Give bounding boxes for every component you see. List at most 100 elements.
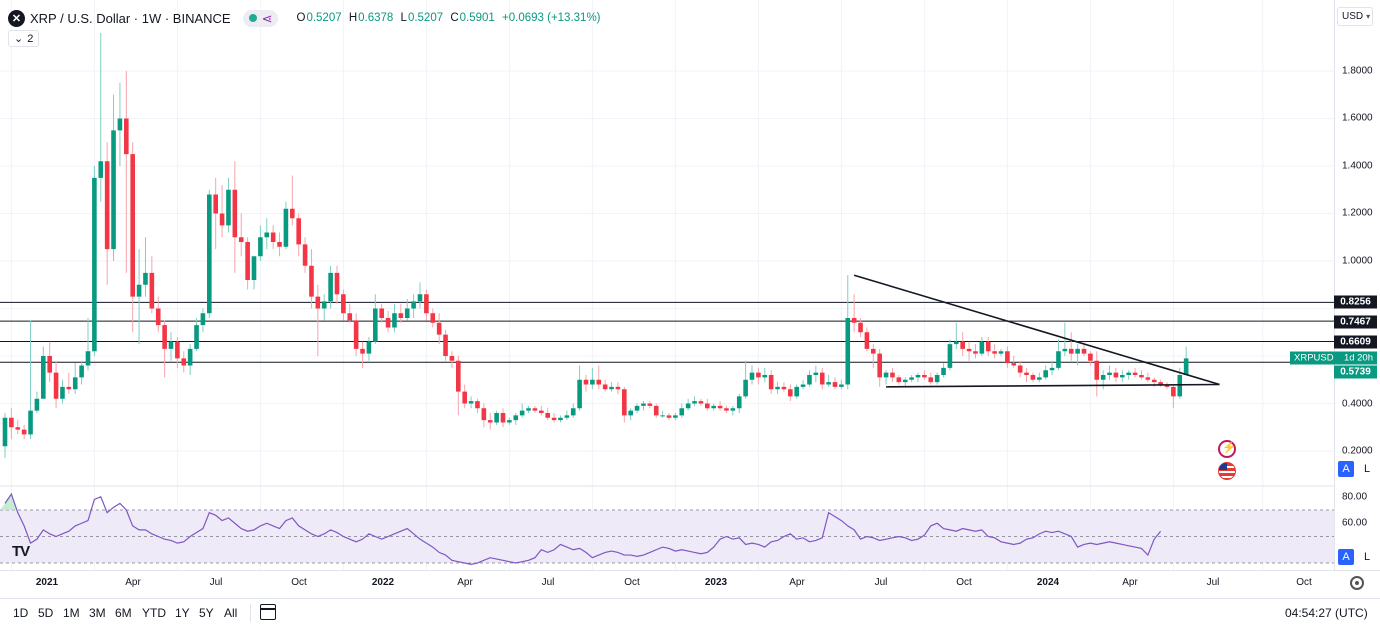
- candle-body: [660, 415, 665, 417]
- symbol-tag-name: XRPUSD: [1294, 352, 1334, 364]
- calendar-icon[interactable]: [260, 604, 276, 620]
- level-label: 0.6609: [1334, 335, 1377, 349]
- candle-body: [130, 154, 135, 297]
- lightning-event-icon[interactable]: [1218, 440, 1236, 458]
- candle-body: [200, 313, 206, 326]
- time-label: 2023: [704, 577, 728, 588]
- candle-body: [309, 265, 314, 297]
- candle-body: [468, 401, 474, 404]
- candle-body: [909, 377, 914, 380]
- candle-body: [1024, 372, 1029, 375]
- candle-body: [992, 351, 997, 354]
- ohlc-readout: O0.5207 H0.6378 L0.5207 C0.5901 +0.0693 …: [296, 12, 604, 24]
- candle-body: [736, 396, 742, 409]
- candle-body: [124, 118, 129, 155]
- candle-body: [545, 413, 550, 418]
- candle-body: [117, 118, 123, 131]
- candle-body: [583, 379, 589, 385]
- candle-body: [666, 415, 672, 418]
- candle-body: [998, 351, 1004, 354]
- candle-body: [922, 375, 927, 378]
- candle-body: [724, 408, 729, 411]
- candle-body: [526, 408, 531, 411]
- candle-body: [28, 410, 33, 435]
- range-ytd-button[interactable]: YTD: [142, 606, 166, 620]
- candle-body: [302, 244, 308, 266]
- candle-body: [334, 272, 340, 295]
- candle-body: [1120, 375, 1125, 378]
- candle-body: [385, 318, 391, 328]
- candle-body: [283, 208, 289, 247]
- candle-body: [1043, 370, 1048, 378]
- time-label: Jul: [541, 577, 555, 588]
- currency-select[interactable]: USD: [1337, 7, 1373, 26]
- indicators-toggle[interactable]: ⌄ 2: [8, 30, 40, 47]
- candle-body: [788, 389, 793, 397]
- range-3m-button[interactable]: 3M: [89, 606, 106, 620]
- candle-body: [245, 242, 250, 280]
- time-label: Oct: [624, 577, 640, 588]
- candle-body: [775, 386, 780, 390]
- rsi-auto-scale-button[interactable]: A: [1338, 549, 1354, 565]
- range-6m-button[interactable]: 6M: [115, 606, 132, 620]
- share-icon[interactable]: ⋖: [261, 10, 273, 26]
- price-tick: 0.4000: [1342, 398, 1373, 410]
- price-chart[interactable]: [0, 0, 1334, 570]
- candle-body: [711, 405, 716, 409]
- range-1m-button[interactable]: 1M: [63, 606, 80, 620]
- candle-body: [404, 308, 410, 318]
- market-status-icon: [248, 14, 257, 22]
- symbol-title[interactable]: XRP / U.S. Dollar · 1W · BINANCE: [30, 10, 231, 26]
- candle-body: [53, 372, 59, 399]
- candle-body: [1011, 363, 1017, 366]
- candle-body: [21, 429, 27, 435]
- price-tick: 1.8000: [1342, 65, 1373, 77]
- candle-body: [615, 386, 621, 390]
- candle-body: [277, 242, 282, 247]
- candle-body: [596, 379, 602, 385]
- time-label: Oct: [291, 577, 307, 588]
- candle-body: [1151, 379, 1157, 383]
- time-axis[interactable]: [0, 570, 1380, 594]
- candle-body: [66, 386, 72, 390]
- candle-body: [653, 405, 659, 416]
- us-flag-event-icon[interactable]: [1218, 462, 1236, 480]
- range-all-button[interactable]: All: [224, 606, 238, 620]
- candle-body: [1132, 372, 1138, 375]
- symbol-header: ✕ XRP / U.S. Dollar · 1W · BINANCE ⋖ O0.…: [8, 8, 605, 28]
- range-1y-button[interactable]: 1Y: [175, 606, 190, 620]
- candle-body: [947, 344, 953, 368]
- candle-body: [647, 403, 653, 406]
- candle-body: [194, 325, 199, 349]
- tradingview-logo-icon[interactable]: TV: [12, 543, 30, 560]
- status-pill[interactable]: ⋖: [242, 9, 279, 27]
- price-axis[interactable]: [1334, 0, 1380, 570]
- indicator-count: 2: [27, 32, 34, 45]
- candle-body: [1113, 372, 1119, 378]
- range-5d-button[interactable]: 5D: [38, 606, 54, 620]
- candle-body: [1183, 358, 1189, 375]
- candle-body: [705, 403, 710, 409]
- gear-icon[interactable]: [1350, 576, 1364, 590]
- candle-body: [162, 325, 167, 349]
- candle-body: [602, 384, 608, 390]
- candle-body: [34, 398, 40, 411]
- candle-body: [321, 301, 327, 309]
- bar-countdown: 1d 20h: [1343, 352, 1373, 364]
- candle-body: [519, 410, 525, 416]
- range-1d-button[interactable]: 1D: [13, 606, 29, 620]
- candle-body: [851, 318, 857, 323]
- candle-body: [915, 375, 921, 378]
- auto-scale-button[interactable]: A: [1338, 461, 1354, 477]
- log-scale-button[interactable]: L: [1363, 463, 1371, 475]
- rsi-log-scale-button[interactable]: L: [1363, 551, 1371, 563]
- utc-clock[interactable]: 04:54:27 (UTC): [1285, 606, 1368, 620]
- range-5y-button[interactable]: 5Y: [199, 606, 214, 620]
- candle-body: [353, 320, 359, 349]
- candle-body: [430, 313, 436, 323]
- candle-body: [462, 391, 467, 404]
- candle-body: [79, 365, 84, 378]
- candle-body: [341, 294, 346, 314]
- candle-body: [717, 405, 723, 409]
- level-label: 0.5739: [1334, 365, 1377, 379]
